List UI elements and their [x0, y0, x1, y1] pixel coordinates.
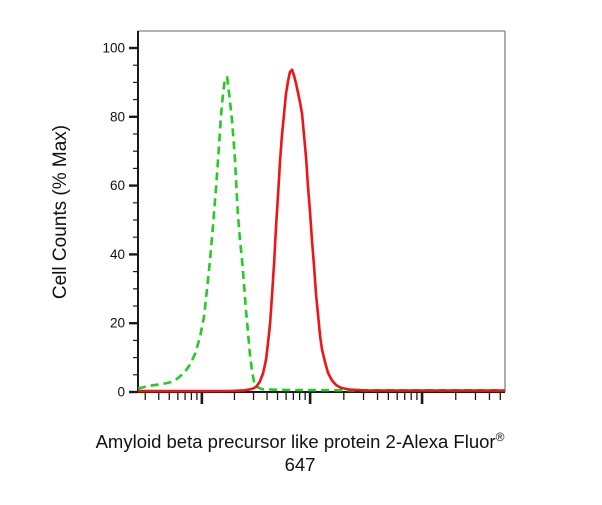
y-axis-ticks [129, 46, 138, 394]
y-tick-label: 0 [117, 385, 125, 400]
x-axis-ticks [144, 393, 501, 404]
y-tick-label: 80 [110, 109, 125, 124]
y-tick-label: 60 [110, 178, 125, 193]
y-tick-label: 40 [110, 247, 125, 262]
y-axis-tick-labels: 0 20 40 60 80 100 [102, 41, 125, 400]
y-tick-label: 100 [102, 41, 125, 56]
green-dashed-histogram-curve [137, 75, 505, 392]
registered-trademark-symbol: ® [496, 430, 505, 444]
y-axis-title: Cell Counts (% Max) [50, 125, 71, 299]
x-axis-title-line1: Amyloid beta precursor like protein 2-Al… [96, 430, 505, 452]
x-axis-title-text: Amyloid beta precursor like protein 2-Al… [96, 431, 496, 452]
y-tick-label: 20 [110, 316, 125, 331]
red-solid-histogram-curve [137, 68, 506, 393]
x-axis-title-line2: 647 [285, 454, 316, 475]
